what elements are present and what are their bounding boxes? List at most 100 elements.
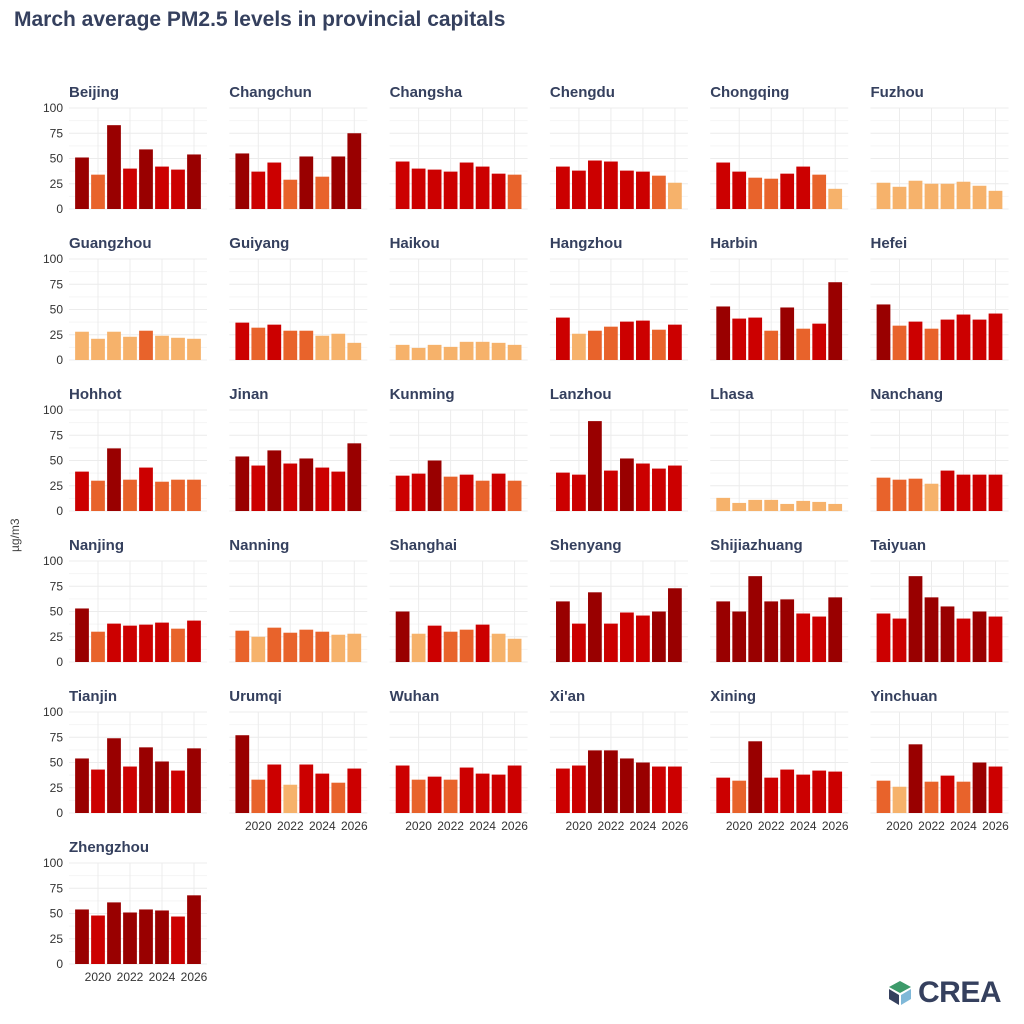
bar-nanchang-2022 [924,483,939,511]
panel-title: Haikou [390,235,440,252]
panel-wuhan: Wuhan 2020 2022 2024 2026 [389,688,528,833]
bar-beijing-2024 [155,166,169,209]
panel-yinchuan: Yinchuan 2020 2022 2024 2026 [870,688,1009,833]
panel-title: Guiyang [229,235,289,252]
x-tick-label: 2026 [662,819,689,833]
bar-shijiazhuang-2021 [748,576,763,662]
bar-taiyuan-2021 [908,576,923,662]
panel-title: Nanchang [871,386,944,403]
panel-guangzhou: Guangzhou 0 25 50 75 100 [43,235,207,367]
bar-shijiazhuang-2025 [812,616,827,662]
panel-shenyang: Shenyang [549,537,688,663]
y-tick-label: 75 [50,881,64,895]
bar-shijiazhuang-2023 [780,599,795,662]
bar-changsha-2026 [507,174,522,209]
bar-urumqi-2023 [299,764,314,813]
bar-chongqing-2022 [764,178,779,209]
bar-xining-2024 [796,774,811,813]
bar-lanzhou-2020 [572,474,586,511]
y-tick-label: 25 [50,177,64,191]
y-tick-label: 25 [50,781,64,795]
panel-changsha: Changsha [389,84,528,210]
panel-nanjing: Nanjing 0 25 50 75 100 [43,537,207,669]
x-tick-label: 2026 [982,819,1009,833]
bar-hefei-2025 [972,319,987,360]
bar-lhasa-2020 [732,502,747,511]
bar-hefei-2026 [988,313,1003,360]
panel-harbin: Harbin [710,235,849,361]
bar-changchun-2025 [331,156,346,209]
bar-beijing-2026 [187,154,201,209]
x-tick-label: 2022 [598,819,625,833]
bar-harbin-2020 [732,318,747,360]
bar-tianjin-2022 [123,766,137,813]
bar-yinchuan-2019 [876,780,891,813]
x-tick-label: 2024 [790,819,817,833]
panel-xining: Xining 2020 2022 2024 2026 [710,688,849,833]
panel-title: Changsha [390,84,463,101]
bar-taiyuan-2026 [988,616,1003,662]
x-tick-label: 2020 [566,819,593,833]
bar-xining-2022 [764,777,779,813]
bar-guangzhou-2023 [139,330,153,360]
y-tick-label: 50 [50,152,64,166]
y-tick-label: 50 [50,454,64,468]
panel-guiyang: Guiyang [229,235,368,361]
y-tick-label: 100 [43,403,63,417]
bar-harbin-2021 [748,317,763,360]
bar-shijiazhuang-2019 [716,601,731,662]
bar-jinan-2023 [299,458,314,511]
bar-guangzhou-2024 [155,335,169,360]
bar-nanjing-2026 [187,620,201,662]
bar-tianjin-2023 [139,747,153,813]
bar-zhengzhou-2020 [91,915,105,964]
bar-jinan-2020 [251,465,266,511]
bar-hefei-2021 [908,321,923,360]
bar-xining-2023 [780,769,795,813]
y-tick-label: 0 [56,353,63,367]
bar-nanning-2024 [315,631,330,662]
bar-xining-2019 [716,777,731,813]
x-tick-label: 2022 [277,819,304,833]
bar-nanchang-2026 [988,474,1003,511]
bar-xi-an-2023 [620,758,634,813]
panel-hefei: Hefei [870,235,1009,361]
bar-taiyuan-2022 [924,597,939,662]
panel-fuzhou: Fuzhou [870,84,1009,210]
bar-nanning-2021 [267,627,282,662]
bar-nanning-2026 [347,633,362,662]
y-tick-label: 75 [50,730,64,744]
bar-taiyuan-2025 [972,611,987,662]
bar-kunming-2025 [491,473,506,511]
x-tick-label: 2024 [630,819,657,833]
bar-lhasa-2022 [764,499,779,511]
x-tick-label: 2024 [309,819,336,833]
bar-hangzhou-2026 [668,324,682,360]
y-tick-label: 0 [56,806,63,820]
bar-chongqing-2020 [732,171,747,209]
bar-fuzhou-2019 [876,182,891,209]
bar-guiyang-2023 [299,330,314,360]
bar-shijiazhuang-2020 [732,611,747,662]
panel-beijing: Beijing 0 25 50 75 100 [43,84,207,216]
crea-logo-icon [889,981,911,1005]
bar-changsha-2022 [443,171,458,209]
bar-harbin-2023 [780,307,795,360]
panel-title: Lhasa [710,386,754,403]
y-tick-label: 100 [43,705,63,719]
panel-urumqi: Urumqi 2020 2022 2024 2026 [229,688,368,833]
bar-lanzhou-2026 [668,465,682,511]
panel-zhengzhou: Zhengzhou 0 25 50 75 100 2020 2022 2024 2026 [43,839,208,984]
bar-wuhan-2026 [507,765,522,813]
bar-haikou-2025 [491,342,506,360]
x-tick-label: 2022 [117,970,144,984]
x-tick-label: 2026 [501,819,528,833]
bar-hangzhou-2019 [556,317,570,360]
panel-shanghai: Shanghai [389,537,528,663]
bar-nanjing-2025 [171,628,185,662]
bar-chengdu-2022 [604,161,618,209]
page-title: March average PM2.5 levels in provincial… [14,8,506,31]
bar-lanzhou-2024 [636,463,650,511]
panel-title: Hangzhou [550,235,623,252]
bar-chengdu-2021 [588,160,602,209]
